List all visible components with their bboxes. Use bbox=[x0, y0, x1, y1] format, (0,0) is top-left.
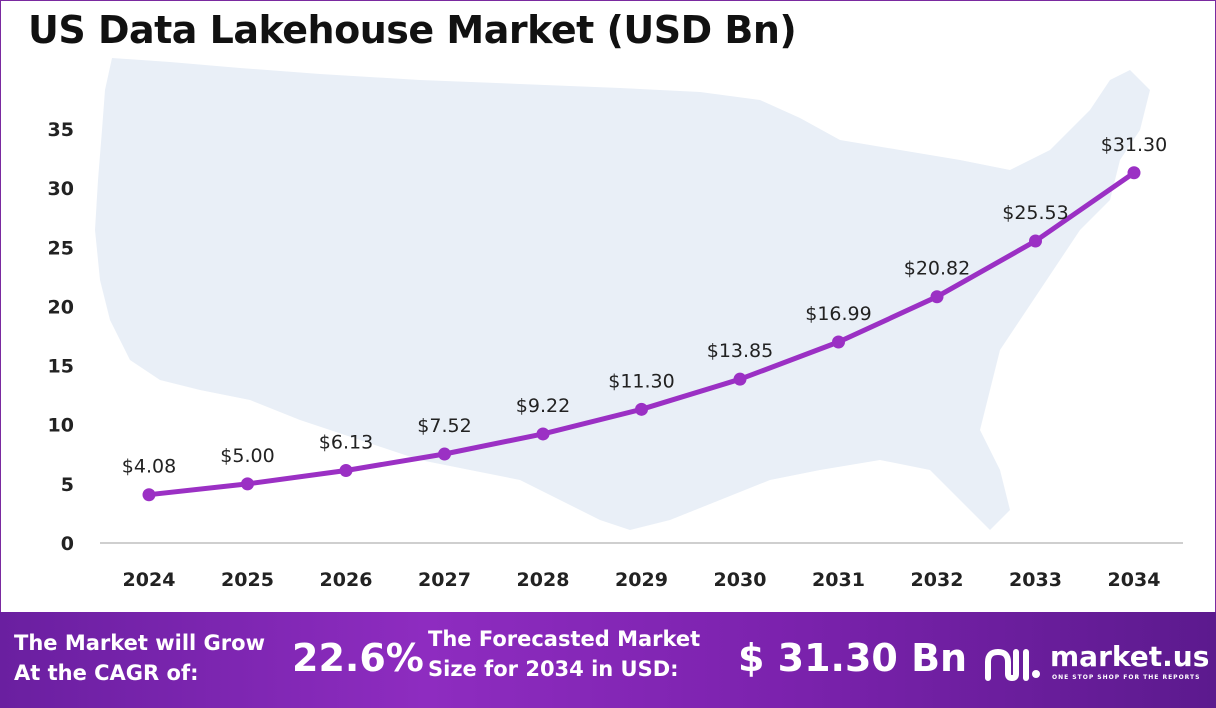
data-point bbox=[241, 477, 254, 491]
x-tick-label: 2029 bbox=[615, 569, 668, 591]
data-point bbox=[1029, 234, 1042, 248]
data-point bbox=[832, 335, 845, 349]
y-tick-label: 5 bbox=[61, 474, 74, 496]
data-label: $31.30 bbox=[1101, 134, 1167, 156]
y-tick-label: 15 bbox=[48, 356, 74, 378]
data-point bbox=[733, 372, 747, 386]
x-tick-label: 2024 bbox=[123, 569, 176, 591]
data-point bbox=[635, 402, 648, 416]
brand-logo: market.us ONE STOP SHOP FOR THE REPORTS bbox=[982, 638, 1210, 688]
data-label: $25.53 bbox=[1002, 202, 1068, 224]
x-tick-label: 2028 bbox=[517, 569, 570, 591]
brand-tagline: ONE STOP SHOP FOR THE REPORTS bbox=[1052, 674, 1201, 681]
market-us-logo-icon bbox=[985, 648, 1040, 682]
cagr-value: 22.6% bbox=[292, 636, 424, 680]
data-label: $5.00 bbox=[220, 445, 274, 467]
brand-name: market.us bbox=[1050, 640, 1210, 673]
forecast-label-line2: Size for 2034 in USD: bbox=[428, 657, 679, 681]
y-tick-label: 20 bbox=[48, 296, 74, 318]
data-point bbox=[339, 463, 353, 477]
data-point bbox=[438, 447, 451, 461]
data-label: $9.22 bbox=[516, 395, 570, 417]
y-tick-label: 30 bbox=[48, 178, 74, 200]
summary-footer: The Market will Grow At the CAGR of: 22.… bbox=[0, 612, 1216, 708]
x-tick-label: 2033 bbox=[1009, 569, 1062, 591]
x-axis: 2024 2025 2026 2027 2028 2029 2030 2031 2032 2033… bbox=[100, 542, 1183, 591]
cagr-label-line1: The Market will Grow bbox=[14, 631, 265, 655]
cagr-label: The Market will Grow At the CAGR of: bbox=[14, 628, 265, 688]
data-label: $6.13 bbox=[319, 431, 373, 453]
cagr-label-line2: At the CAGR of: bbox=[14, 661, 199, 685]
us-map-background bbox=[95, 58, 1150, 530]
forecast-label: The Forecasted Market Size for 2034 in U… bbox=[428, 624, 700, 684]
x-tick-label: 2025 bbox=[221, 569, 274, 591]
x-tick-label: 2031 bbox=[812, 569, 865, 591]
data-label: $20.82 bbox=[904, 258, 970, 280]
data-label: $7.52 bbox=[417, 415, 471, 437]
data-label: $11.30 bbox=[608, 370, 674, 392]
data-point bbox=[930, 290, 944, 304]
x-tick-label: 2026 bbox=[320, 569, 373, 591]
y-tick-label: 25 bbox=[48, 237, 74, 259]
data-point bbox=[142, 488, 156, 502]
data-point bbox=[1127, 166, 1141, 180]
forecast-label-line1: The Forecasted Market bbox=[428, 627, 701, 651]
data-labels: $4.08 $5.00 $6.13 $7.52 $9.22 $11.30 $13.85 $16… bbox=[122, 134, 1167, 478]
x-tick-label: 2032 bbox=[911, 569, 964, 591]
chart-title: US Data Lakehouse Market (USD Bn) bbox=[28, 8, 797, 52]
x-tick-label: 2027 bbox=[418, 569, 471, 591]
x-tick-label: 2034 bbox=[1108, 569, 1161, 591]
data-label: $4.08 bbox=[122, 456, 176, 478]
y-axis: 0 5 10 15 20 25 30 35 bbox=[48, 119, 74, 555]
y-tick-label: 0 bbox=[61, 533, 74, 555]
forecast-value: $ 31.30 Bn bbox=[738, 636, 968, 680]
data-points bbox=[142, 166, 1141, 502]
data-point bbox=[536, 427, 550, 441]
data-label: $16.99 bbox=[805, 303, 871, 325]
y-tick-label: 35 bbox=[48, 119, 74, 141]
x-tick-label: 2030 bbox=[714, 569, 767, 591]
data-label: $13.85 bbox=[707, 340, 773, 362]
y-tick-label: 10 bbox=[48, 415, 74, 437]
